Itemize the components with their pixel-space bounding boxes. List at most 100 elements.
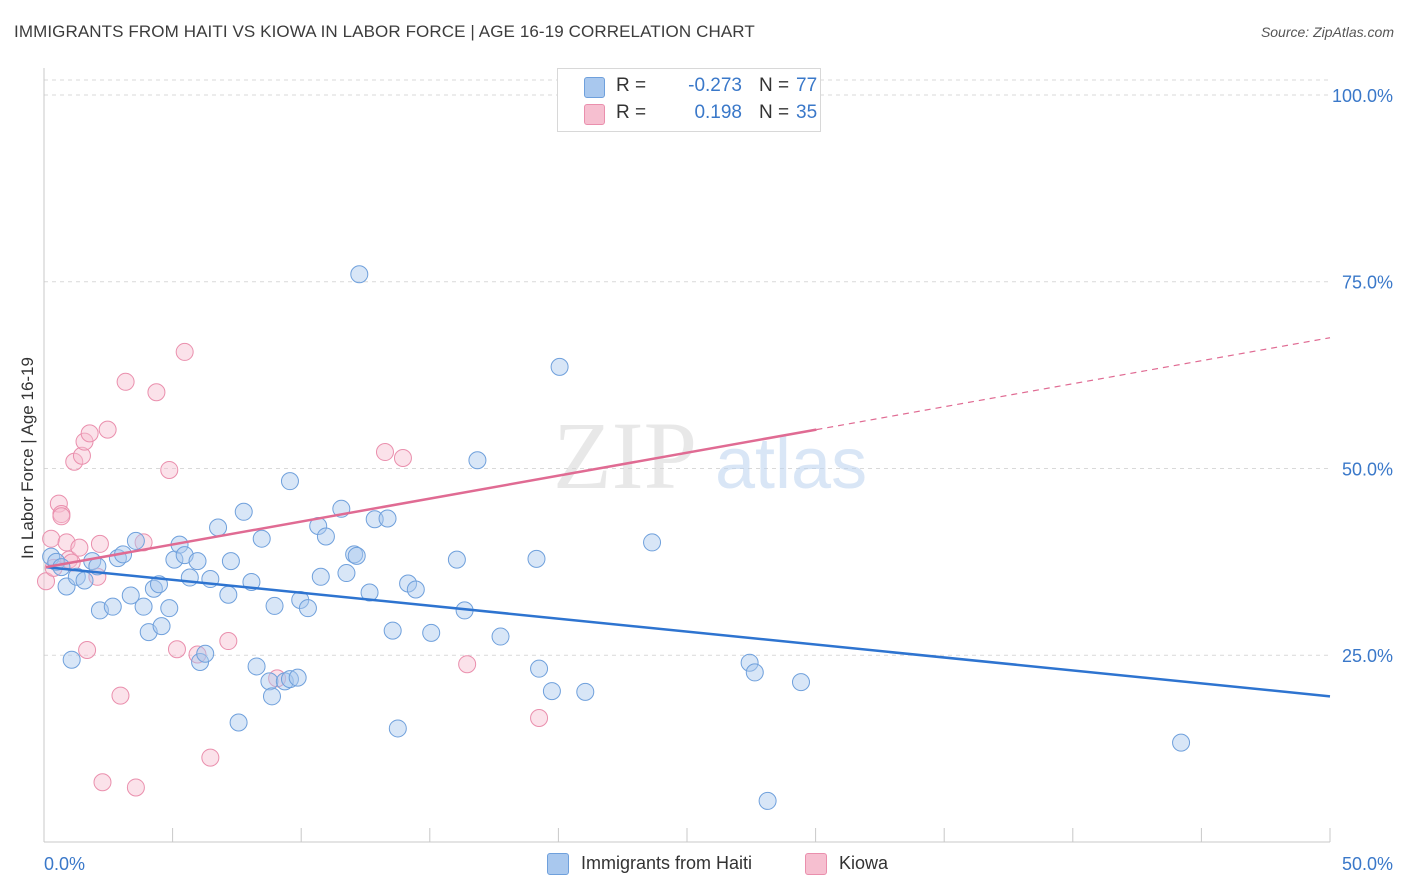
haiti-point bbox=[527, 549, 546, 568]
n-value: 35 bbox=[796, 102, 818, 123]
trend-lines bbox=[45, 337, 1331, 698]
y-tick-label: 50.0% bbox=[1342, 459, 1393, 479]
haiti-point bbox=[745, 663, 764, 682]
haiti-point bbox=[360, 583, 379, 602]
haiti-point bbox=[180, 568, 199, 587]
kiowa-point bbox=[458, 655, 477, 674]
haiti-point bbox=[252, 529, 271, 548]
kiowa-point bbox=[188, 645, 207, 664]
haiti-point bbox=[280, 472, 299, 491]
y-tick-label: 25.0% bbox=[1342, 646, 1393, 666]
haiti-point bbox=[468, 451, 487, 470]
haiti-point bbox=[262, 687, 281, 706]
n-label: N = bbox=[759, 75, 790, 96]
kiowa-point bbox=[116, 372, 135, 391]
haiti-point bbox=[260, 672, 279, 691]
r-label: R = bbox=[616, 75, 647, 96]
tick-labels: 25.0% 50.0% 75.0% 100.0% 0.0% 50.0% bbox=[44, 86, 1393, 874]
haiti-point bbox=[280, 670, 299, 689]
watermark-atlas: atlas bbox=[715, 424, 867, 504]
haiti-point bbox=[219, 585, 238, 604]
haiti-point bbox=[350, 265, 369, 284]
r-label: R = bbox=[616, 102, 647, 123]
haiti-point bbox=[134, 597, 153, 616]
kiowa-point bbox=[72, 446, 91, 465]
haiti-point bbox=[530, 659, 549, 678]
haiti-point bbox=[550, 357, 569, 376]
kiowa-point bbox=[167, 640, 186, 659]
chart-title: IMMIGRANTS FROM HAITI VS KIOWA IN LABOR … bbox=[14, 22, 755, 41]
kiowa-point bbox=[219, 632, 238, 651]
kiowa-point bbox=[42, 529, 61, 548]
x-tick-label: 50.0% bbox=[1342, 854, 1393, 874]
haiti-swatch bbox=[584, 77, 605, 98]
axes bbox=[43, 68, 1331, 843]
kiowa-swatch bbox=[584, 104, 605, 125]
haiti-point bbox=[196, 644, 215, 663]
kiowa-point bbox=[126, 778, 145, 797]
y-tick-label: 100.0% bbox=[1332, 86, 1393, 106]
haiti-point bbox=[152, 617, 171, 636]
haiti-point bbox=[491, 627, 510, 646]
kiowa-point bbox=[90, 534, 109, 553]
haiti-point bbox=[75, 571, 94, 590]
haiti-point bbox=[422, 623, 441, 642]
r-value: 0.198 bbox=[694, 102, 742, 123]
grid-lines bbox=[44, 79, 1330, 656]
kiowa-point bbox=[530, 708, 549, 727]
kiowa-point bbox=[147, 383, 166, 402]
legend-label-haiti: Immigrants from Haiti bbox=[581, 853, 753, 873]
haiti-point bbox=[542, 682, 561, 701]
haiti-point bbox=[791, 673, 810, 692]
haiti-point bbox=[221, 552, 240, 571]
haiti-point bbox=[576, 682, 595, 701]
kiowa-trend-line bbox=[45, 428, 817, 569]
correlation-legend: R = -0.273 N = 77 R = 0.198 N = 35 bbox=[557, 68, 821, 132]
kiowa-point bbox=[78, 641, 97, 660]
kiowa-point bbox=[393, 449, 412, 468]
kiowa-points bbox=[37, 342, 549, 797]
y-axis-label: In Labor Force | Age 16-19 bbox=[18, 357, 37, 559]
kiowa-point bbox=[52, 507, 71, 526]
haiti-point bbox=[316, 527, 335, 546]
n-label: N = bbox=[759, 102, 790, 123]
haiti-point bbox=[406, 580, 425, 599]
y-tick-label: 75.0% bbox=[1342, 273, 1393, 293]
n-value: 77 bbox=[796, 75, 818, 96]
haiti-swatch bbox=[547, 853, 569, 875]
haiti-point bbox=[388, 719, 407, 738]
kiowa-point bbox=[70, 538, 89, 557]
haiti-point bbox=[365, 510, 384, 529]
haiti-point bbox=[347, 546, 366, 565]
haiti-point bbox=[311, 567, 330, 586]
haiti-point bbox=[188, 552, 207, 571]
kiowa-point bbox=[98, 420, 117, 439]
haiti-point bbox=[209, 518, 228, 537]
haiti-point bbox=[337, 564, 356, 583]
r-value: -0.273 bbox=[688, 75, 742, 96]
haiti-point bbox=[229, 713, 248, 732]
haiti-point bbox=[103, 597, 122, 616]
haiti-point bbox=[758, 791, 777, 810]
kiowa-point bbox=[160, 460, 179, 479]
watermark: ZIP atlas bbox=[553, 402, 867, 509]
haiti-trend-line bbox=[45, 565, 1331, 698]
kiowa-point bbox=[375, 443, 394, 462]
kiowa-point bbox=[37, 572, 55, 591]
haiti-point bbox=[1172, 733, 1191, 752]
kiowa-swatch bbox=[805, 853, 827, 875]
haiti-point bbox=[62, 650, 81, 669]
kiowa-point bbox=[175, 342, 194, 361]
legend-label-kiowa: Kiowa bbox=[839, 853, 889, 873]
haiti-point bbox=[121, 586, 140, 605]
source-label: Source: ZipAtlas.com bbox=[1260, 24, 1394, 40]
haiti-point bbox=[378, 509, 397, 528]
haiti-point bbox=[643, 533, 662, 552]
x-tick-label: 0.0% bbox=[44, 854, 85, 874]
kiowa-point bbox=[80, 424, 99, 443]
haiti-point bbox=[288, 668, 307, 687]
kiowa-point bbox=[201, 748, 220, 767]
kiowa-point bbox=[111, 686, 130, 705]
haiti-point bbox=[298, 599, 317, 618]
